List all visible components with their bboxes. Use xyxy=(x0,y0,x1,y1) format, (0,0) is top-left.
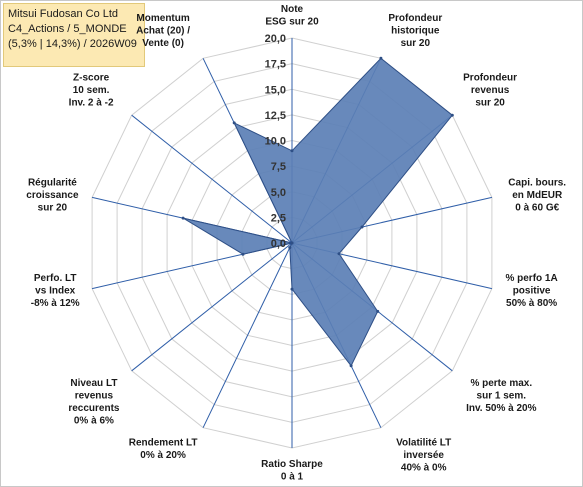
axis-label-line: 0% à 6% xyxy=(74,416,114,427)
axis-label-line: inversée xyxy=(403,450,444,461)
axis-label-line: Volatilité LT xyxy=(396,438,451,449)
radar-series xyxy=(181,56,454,368)
axis-label: Profondeur revenus sur 20 xyxy=(463,72,517,108)
axis-label-line: Perfo. LT xyxy=(34,273,77,284)
axis-label: % perte max. sur 1 sem. Inv. 50% à 20% xyxy=(466,378,537,414)
tick-label: 15,0 xyxy=(265,84,286,96)
axis-label-line: Régularité xyxy=(28,177,77,188)
axis-label-line: Achat (20) / xyxy=(136,25,190,36)
axis-label: Momentum Achat (20) / Vente (0) xyxy=(136,13,190,49)
axis-label-line: vs Index xyxy=(35,286,75,297)
axis-label-line: revenus xyxy=(75,391,114,402)
axis-label: % perfo 1A positive 50% à 80% xyxy=(505,273,557,309)
axis-label-line: sur 20 xyxy=(38,202,68,213)
axis-label-line: 50% à 80% xyxy=(506,298,557,309)
axis-label-line: croissance xyxy=(26,190,79,201)
axis-label-line: Rendement LT xyxy=(129,438,198,449)
axis-label-line: Note xyxy=(281,4,304,15)
data-point xyxy=(290,287,294,291)
tick-label: 5,0 xyxy=(271,187,286,199)
axis-label: Z-score 10 sem. Inv. 2 à -2 xyxy=(69,72,114,108)
data-point xyxy=(379,56,383,60)
axis-label-line: Vente (0) xyxy=(142,38,184,49)
axis-label-line: en MdEUR xyxy=(512,190,563,201)
axis-label: Niveau LT revenus reccurents 0% à 6% xyxy=(68,378,120,427)
info-box: Mitsui Fudosan Co Ltd C4_Actions / 5_MON… xyxy=(3,3,145,67)
tick-label: 2,5 xyxy=(271,212,286,224)
radar-tick-labels: 0,0 2,5 5,0 7,5 10,0 12,5 15,0 17,5 20,0 xyxy=(265,33,286,250)
axis-label-line: -8% à 12% xyxy=(31,298,80,309)
axis-label: Volatilité LT inversée 40% à 0% xyxy=(396,438,451,474)
tick-label: 0,0 xyxy=(271,238,286,250)
tick-label: 12,5 xyxy=(265,110,286,122)
axis-label-line: Capi. bours. xyxy=(508,177,566,188)
data-point xyxy=(290,149,294,153)
axis-label-line: Z-score xyxy=(73,72,110,83)
data-point xyxy=(241,252,245,256)
axis-spoke xyxy=(131,242,293,372)
axis-label-line: sur 20 xyxy=(401,38,431,49)
tick-label: 10,0 xyxy=(265,136,286,148)
data-point xyxy=(337,252,341,256)
axis-label-line: Momentum xyxy=(136,13,189,24)
axis-label: Perfo. LT vs Index -8% à 12% xyxy=(31,273,80,309)
data-point xyxy=(290,241,294,245)
axis-label-line: revenus xyxy=(471,85,510,96)
radar-axis-labels: Note ESG sur 20 Profondeur historique sur 20… xyxy=(26,4,566,483)
axis-label-line: 40% à 0% xyxy=(401,463,447,474)
axis-label-line: Inv. 50% à 20% xyxy=(466,403,537,414)
data-point xyxy=(288,246,292,250)
portfolio-path: C4_Actions / 5_MONDE xyxy=(8,23,127,35)
axis-spoke xyxy=(202,242,293,428)
data-point xyxy=(376,309,380,313)
axis-label: Capi. bours. en MdEUR 0 à 60 G€ xyxy=(508,177,566,213)
tick-label: 17,5 xyxy=(265,59,286,71)
tick-label: 20,0 xyxy=(265,33,286,45)
axis-label-line: historique xyxy=(391,25,440,36)
company-name: Mitsui Fudosan Co Ltd xyxy=(8,8,119,20)
axis-label-line: Profondeur xyxy=(388,13,442,24)
axis-label-line: sur 20 xyxy=(475,97,505,108)
axis-label-line: Profondeur xyxy=(463,72,517,83)
data-point xyxy=(349,364,353,368)
axis-label-line: Ratio Sharpe xyxy=(261,459,323,470)
axis-label-line: Inv. 2 à -2 xyxy=(69,97,114,108)
axis-label-line: ESG sur 20 xyxy=(265,17,319,28)
data-point xyxy=(360,225,364,229)
axis-label: Ratio Sharpe 0 à 1 xyxy=(261,459,323,483)
data-point xyxy=(181,216,185,220)
axis-label-line: positive xyxy=(513,286,551,297)
axis-label-line: 10 sem. xyxy=(73,85,110,96)
axis-label: Profondeur historique sur 20 xyxy=(388,13,442,49)
axis-label-line: 0 à 1 xyxy=(281,472,304,483)
axis-label-line: % perfo 1A xyxy=(505,273,557,284)
axis-label: Note ESG sur 20 xyxy=(265,4,319,28)
axis-label: Rendement LT 0% à 20% xyxy=(129,438,198,462)
axis-label-line: sur 1 sem. xyxy=(477,391,527,402)
axis-spoke xyxy=(131,114,293,244)
data-point xyxy=(232,121,236,125)
axis-label-line: reccurents xyxy=(68,403,120,414)
axis-label-line: % perte max. xyxy=(470,378,532,389)
period-info: (5,3% | 14,3%) / 2026W09 xyxy=(8,38,137,50)
data-point xyxy=(450,113,454,117)
axis-label: Régularité croissance sur 20 xyxy=(26,177,79,213)
axis-label-line: 0% à 20% xyxy=(140,450,186,461)
axis-label-line: 0 à 60 G€ xyxy=(515,202,559,213)
axis-label-line: Niveau LT xyxy=(70,378,117,389)
tick-label: 7,5 xyxy=(271,161,286,173)
